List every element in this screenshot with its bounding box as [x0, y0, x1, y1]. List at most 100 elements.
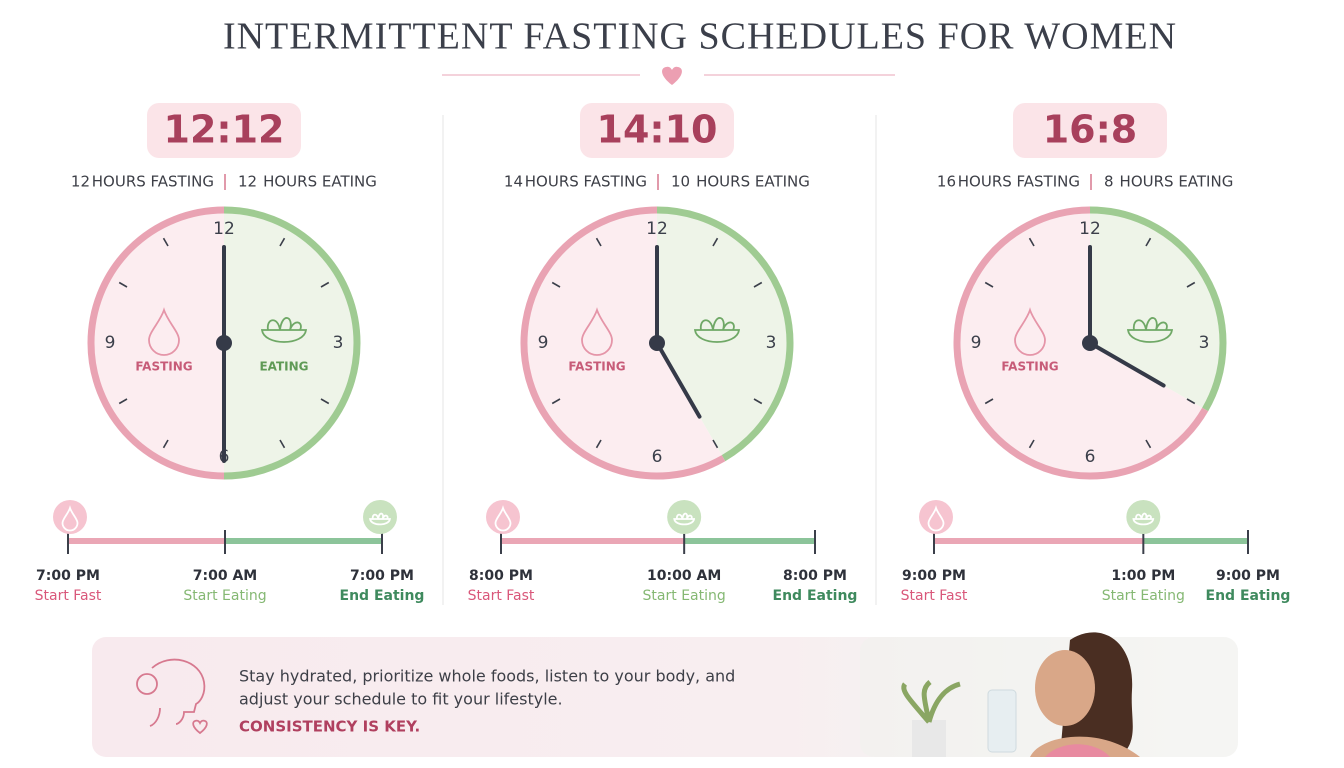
timeline-label: End Eating [773, 588, 858, 604]
timeline-label: Start Fast [35, 588, 102, 604]
clock-number: 6 [652, 447, 663, 467]
drop-icon [61, 505, 79, 532]
clock-tick [1186, 398, 1196, 405]
bowl-icon [369, 512, 391, 526]
ratio-title: 14:10 [597, 108, 718, 152]
timeline-label: Start Fast [468, 588, 535, 604]
fasting-hours: HOURS FASTING [92, 173, 214, 191]
leaves [266, 317, 302, 331]
fasting-hours-count: 16 [937, 173, 956, 191]
timeline-time: 8:00 PM [783, 568, 847, 584]
fasting-rim [520, 206, 726, 480]
clock-number: 12 [213, 219, 235, 239]
clock-tick [712, 237, 719, 247]
clock-tick [279, 439, 286, 449]
eating-hours-count: 12 [238, 173, 257, 191]
clock-center [216, 335, 232, 351]
bowl-icon [673, 512, 696, 526]
page-title: INTERMITTENT FASTING SCHEDULES FOR WOMEN [223, 16, 1177, 58]
bowl-icon [693, 317, 741, 343]
clock-tick [1145, 237, 1152, 247]
zone-label: FASTING [135, 360, 192, 374]
zone-label: EATING [259, 360, 308, 374]
clock-tick [984, 281, 994, 288]
drop-icon [1014, 307, 1046, 356]
bowl-icon [1132, 512, 1155, 526]
clock-tick [984, 398, 994, 405]
fast-marker [486, 500, 520, 534]
clock-tick [551, 281, 561, 288]
clock-number: 3 [1199, 333, 1210, 353]
hour-hand [655, 341, 702, 419]
leaves [1132, 317, 1168, 331]
clock-number: 3 [766, 333, 777, 353]
timeline-time: 7:00 PM [350, 568, 414, 584]
eating-hours-count: 8 [1104, 173, 1114, 191]
clock-tick [595, 439, 602, 449]
clock-tick [1028, 439, 1035, 449]
eating-rim [223, 206, 361, 480]
timeline-time: 7:00 PM [36, 568, 100, 584]
zone-label: FASTING [1001, 360, 1058, 374]
fasting-sector [957, 210, 1206, 476]
fasting-rim [87, 206, 225, 480]
fast-marker [53, 500, 87, 534]
leaves [676, 512, 693, 520]
tip-line: Stay hydrated, prioritize whole foods, l… [239, 667, 735, 686]
drop-icon [494, 505, 512, 532]
clock-tick [595, 237, 602, 247]
ratio-badge [147, 103, 301, 158]
eat-marker [363, 500, 397, 534]
eating-rim [1089, 206, 1227, 412]
clock-number: 3 [333, 333, 344, 353]
bowl [260, 329, 308, 343]
heart-icon [662, 66, 682, 85]
bowl [693, 329, 741, 343]
eating-hours-count: 10 [671, 173, 690, 191]
tip-line: adjust your schedule to fit your lifesty… [239, 690, 563, 709]
clock-tick [320, 398, 330, 405]
timeline-time: 8:00 PM [469, 568, 533, 584]
leaves [699, 317, 735, 331]
eating-rim [656, 206, 794, 462]
timeline-time: 7:00 AM [193, 568, 257, 584]
clock-number: 12 [1079, 219, 1101, 239]
clock-tick [118, 281, 128, 288]
bowl [673, 518, 696, 526]
timeline-label: Start Fast [901, 588, 968, 604]
clock-tick [753, 398, 763, 405]
clock-tick [162, 237, 169, 247]
timeline-label: Start Eating [183, 588, 266, 604]
clock-number: 12 [646, 219, 668, 239]
eat-marker [1126, 500, 1161, 534]
photo-woman-drinking [860, 632, 1238, 757]
timeline-time: 1:00 PM [1111, 568, 1175, 584]
clock-center [649, 335, 665, 351]
bowl [1126, 329, 1174, 343]
zone-label: FASTING [568, 360, 625, 374]
clock-number: 9 [105, 333, 116, 353]
woman-profile-icon [136, 658, 208, 735]
clock-tick [279, 237, 286, 247]
clock-tick [118, 398, 128, 405]
eating-hours: HOURS EATING [1120, 173, 1234, 191]
fasting-hours-count: 14 [504, 173, 523, 191]
ratio-title: 16:8 [1043, 108, 1138, 152]
clock-tick [1028, 237, 1035, 247]
clock-tick [551, 398, 561, 405]
clock-tick [162, 439, 169, 449]
clock-number: 9 [538, 333, 549, 353]
drop-icon [581, 307, 613, 356]
clock-tick [712, 439, 719, 449]
eat-marker [667, 500, 702, 534]
clock-number: 9 [971, 333, 982, 353]
bowl-icon [1126, 317, 1174, 343]
ratio-title: 12:12 [164, 108, 285, 152]
eating-sector [224, 210, 357, 476]
fasting-sector [524, 210, 724, 476]
clock-center [1082, 335, 1098, 351]
timeline-time: 9:00 PM [902, 568, 966, 584]
eating-hours: HOURS EATING [696, 173, 810, 191]
leaves [371, 512, 389, 520]
